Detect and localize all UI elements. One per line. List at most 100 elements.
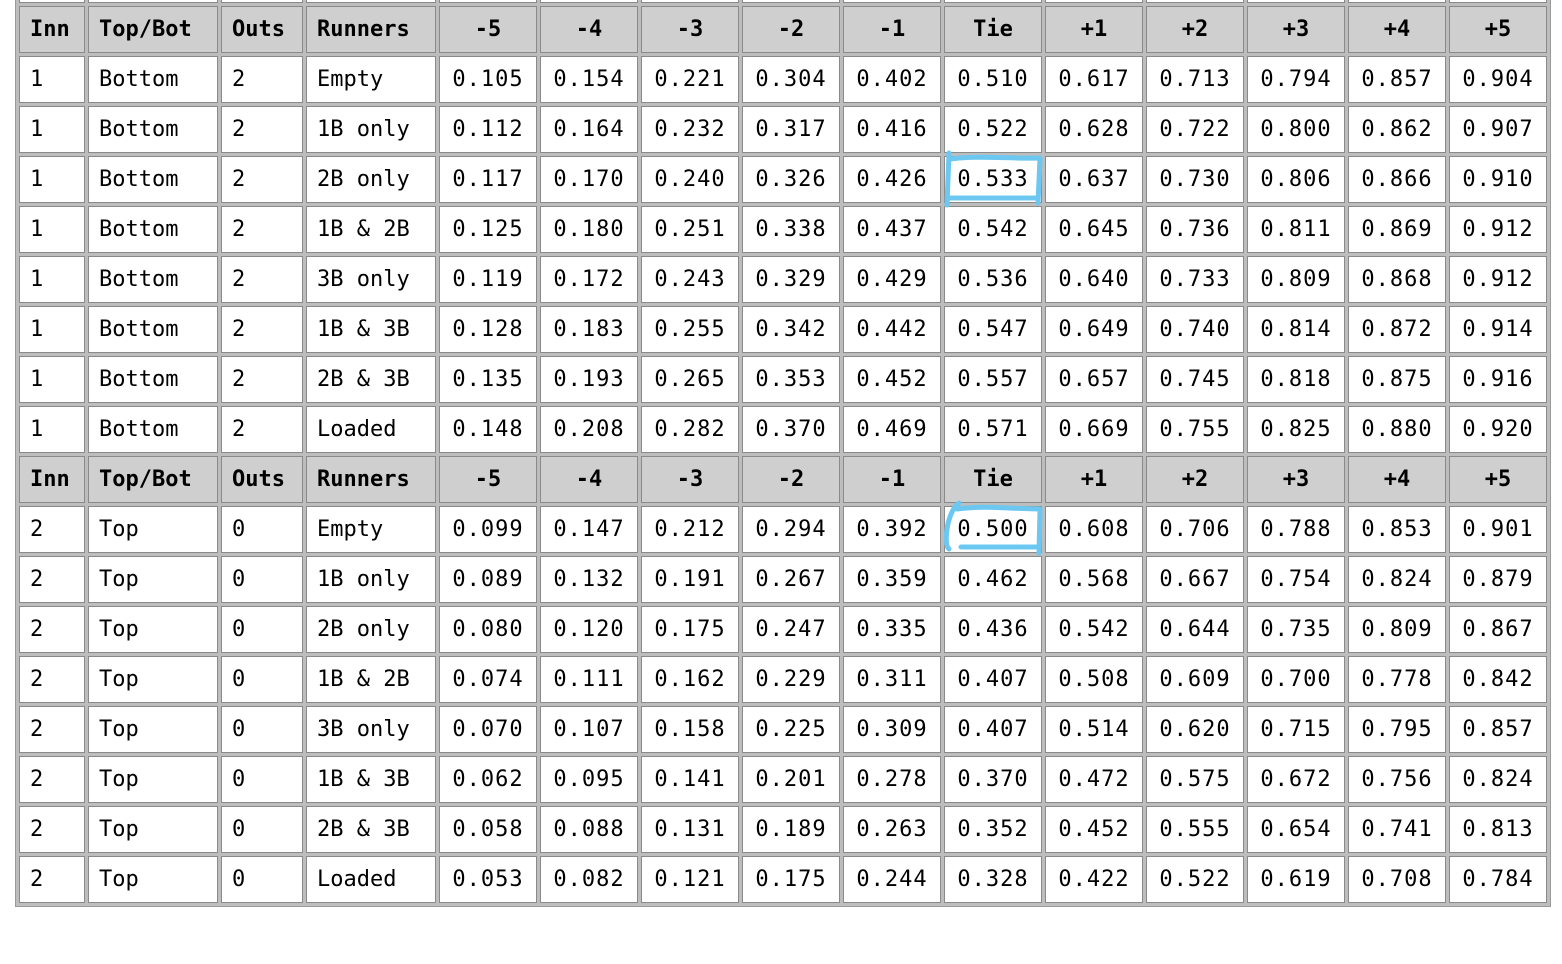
table-row: 1 Bottom 2 2B & 3B 0.135 0.193 0.265 0.353 0.452…: [19, 356, 1547, 403]
partial-cell: [641, 0, 739, 3]
cell-outs: 2: [221, 406, 303, 453]
cell-win-probability: 0.824: [1348, 556, 1446, 603]
cell-outs: 0: [221, 606, 303, 653]
header-row: Inn Top/Bot Outs Runners -5 -4 -3 -2 -1 Tie +1 +2 +3…: [19, 6, 1547, 53]
cell-win-probability: 0.189: [742, 806, 840, 853]
table-row: 1 Bottom 2 1B only 0.112 0.164 0.232 0.317 0.416…: [19, 106, 1547, 153]
cell-win-probability: 0.225: [742, 706, 840, 753]
table-row: 2 Top 0 1B only 0.089 0.132 0.191 0.267 0.359 0.4…: [19, 556, 1547, 603]
cell-win-probability: 0.914: [1449, 306, 1547, 353]
cell-win-probability: 0.825: [1247, 406, 1345, 453]
cell-win-probability: 0.317: [742, 106, 840, 153]
cell-win-probability: 0.510: [944, 56, 1042, 103]
cell-win-probability: 0.557: [944, 356, 1042, 403]
cell-win-probability: 0.183: [540, 306, 638, 353]
cell-win-probability: 0.542: [1045, 606, 1143, 653]
cell-win-probability: 0.500: [944, 506, 1042, 553]
cell-win-probability: 0.778: [1348, 656, 1446, 703]
cell-win-probability: 0.910: [1449, 156, 1547, 203]
col-header-run-diff: Tie: [944, 456, 1042, 503]
cell-half: Top: [88, 756, 218, 803]
win-probability-table: Inn Top/Bot Outs Runners -5 -4 -3 -2 -1 Tie +1 +2 +3…: [15, 0, 1551, 907]
cell-half: Top: [88, 506, 218, 553]
cell-win-probability: 0.265: [641, 356, 739, 403]
cell-runners: 1B & 3B: [306, 306, 436, 353]
cell-win-probability: 0.128: [439, 306, 537, 353]
table-row: 1 Bottom 2 1B & 3B 0.128 0.183 0.255 0.342 0.442…: [19, 306, 1547, 353]
cell-win-probability: 0.162: [641, 656, 739, 703]
cell-win-probability: 0.243: [641, 256, 739, 303]
cell-outs: 2: [221, 206, 303, 253]
table-row: 2 Top 0 3B only 0.070 0.107 0.158 0.225 0.309 0.4…: [19, 706, 1547, 753]
cell-inning: 1: [19, 106, 85, 153]
col-header-runners: Runners: [306, 456, 436, 503]
cell-win-probability: 0.452: [843, 356, 941, 403]
cell-win-probability: 0.842: [1449, 656, 1547, 703]
cell-outs: 0: [221, 506, 303, 553]
cell-win-probability: 0.735: [1247, 606, 1345, 653]
cell-win-probability: 0.730: [1146, 156, 1244, 203]
cell-win-probability: 0.813: [1449, 806, 1547, 853]
cell-half: Bottom: [88, 56, 218, 103]
cell-outs: 0: [221, 706, 303, 753]
partial-row-above: [19, 0, 1547, 3]
cell-half: Bottom: [88, 406, 218, 453]
cell-win-probability: 0.628: [1045, 106, 1143, 153]
cell-win-probability: 0.869: [1348, 206, 1446, 253]
cell-win-probability: 0.722: [1146, 106, 1244, 153]
col-header-run-diff: -1: [843, 6, 941, 53]
cell-runners: 1B only: [306, 556, 436, 603]
cell-outs: 0: [221, 556, 303, 603]
cell-inning: 2: [19, 706, 85, 753]
cell-win-probability: 0.571: [944, 406, 1042, 453]
cell-win-probability: 0.879: [1449, 556, 1547, 603]
table-body: Inn Top/Bot Outs Runners -5 -4 -3 -2 -1 Tie +1 +2 +3…: [19, 0, 1547, 903]
cell-win-probability: 0.058: [439, 806, 537, 853]
cell-win-probability: 0.416: [843, 106, 941, 153]
cell-win-probability: 0.667: [1146, 556, 1244, 603]
cell-win-probability: 0.619: [1247, 856, 1345, 903]
cell-half: Bottom: [88, 106, 218, 153]
table-row: 1 Bottom 2 2B only 0.117 0.170 0.240 0.326 0.426…: [19, 156, 1547, 203]
cell-win-probability: 0.089: [439, 556, 537, 603]
cell-outs: 2: [221, 356, 303, 403]
table-row: 2 Top 0 2B only 0.080 0.120 0.175 0.247 0.335 0.4…: [19, 606, 1547, 653]
cell-win-probability: 0.062: [439, 756, 537, 803]
cell-runners: Empty: [306, 56, 436, 103]
cell-outs: 2: [221, 306, 303, 353]
cell-win-probability: 0.755: [1146, 406, 1244, 453]
col-header-outs: Outs: [221, 456, 303, 503]
cell-win-probability: 0.201: [742, 756, 840, 803]
partial-cell: [19, 0, 85, 3]
cell-win-probability: 0.074: [439, 656, 537, 703]
table-row: 2 Top 0 1B & 3B 0.062 0.095 0.141 0.201 0.278 0.3…: [19, 756, 1547, 803]
cell-runners: 2B only: [306, 606, 436, 653]
cell-win-probability: 0.335: [843, 606, 941, 653]
col-header-outs: Outs: [221, 6, 303, 53]
cell-win-probability: 0.251: [641, 206, 739, 253]
col-header-run-diff: Tie: [944, 6, 1042, 53]
cell-win-probability: 0.429: [843, 256, 941, 303]
cell-win-probability: 0.342: [742, 306, 840, 353]
cell-win-probability: 0.422: [1045, 856, 1143, 903]
cell-win-probability: 0.080: [439, 606, 537, 653]
table-row: 2 Top 0 2B & 3B 0.058 0.088 0.131 0.189 0.263 0.3…: [19, 806, 1547, 853]
cell-win-probability: 0.232: [641, 106, 739, 153]
cell-win-probability: 0.547: [944, 306, 1042, 353]
partial-cell: [1247, 0, 1345, 3]
cell-win-probability: 0.278: [843, 756, 941, 803]
partial-cell: [439, 0, 537, 3]
cell-win-probability: 0.672: [1247, 756, 1345, 803]
cell-outs: 2: [221, 106, 303, 153]
col-header-run-diff: -5: [439, 6, 537, 53]
cell-half: Top: [88, 706, 218, 753]
cell-win-probability: 0.814: [1247, 306, 1345, 353]
col-header-run-diff: +1: [1045, 6, 1143, 53]
cell-inning: 2: [19, 656, 85, 703]
cell-win-probability: 0.818: [1247, 356, 1345, 403]
cell-win-probability: 0.437: [843, 206, 941, 253]
partial-cell: [1045, 0, 1143, 3]
cell-win-probability: 0.462: [944, 556, 1042, 603]
header-row: Inn Top/Bot Outs Runners -5 -4 -3 -2 -1 Tie +1 +2 +3…: [19, 456, 1547, 503]
